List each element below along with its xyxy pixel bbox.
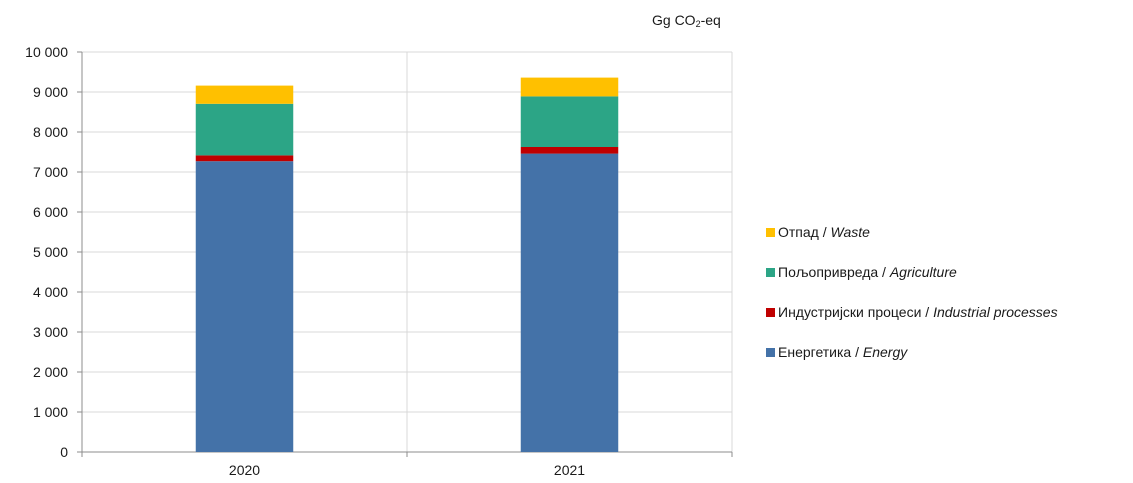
legend-label-local: Пољопривреда / [778,264,890,280]
legend-label: Енергетика / Energy [778,344,907,360]
legend-label-en: Agriculture [889,264,957,280]
y-tick-label: 2 000 [33,364,68,380]
bar-2020-series-2 [195,103,294,156]
bar-2020-series-3 [195,85,294,104]
legend-item: Индустријски процеси / Industrial proces… [766,292,1058,332]
legend-swatch [766,347,775,357]
legend-label: Пољопривреда / Agriculture [778,264,957,280]
legend-item: Отпад / Waste [766,212,1058,252]
legend-label-local: Отпад / [778,224,831,240]
y-tick-label: 3 000 [33,324,68,340]
legend-label: Отпад / Waste [778,224,870,240]
bar-2021-series-0 [520,153,619,452]
y-tick-label: 0 [60,444,68,460]
y-tick-label: 1 000 [33,404,68,420]
bar-2021-series-3 [520,77,619,97]
x-tick-label: 2020 [229,462,260,478]
y-tick-label: 8 000 [33,124,68,140]
y-tick-label: 10 000 [25,44,68,60]
legend-label-en: Industrial processes [933,304,1058,320]
y-tick-label: 7 000 [33,164,68,180]
legend-swatch [766,227,775,237]
bar-2021-series-2 [520,96,619,147]
chart-legend: Отпад / Waste Пољопривреда / Agriculture И… [766,212,1058,372]
legend-label-local: Енергетика / [778,344,863,360]
unit-label: Gg CO2-eq [652,12,721,29]
legend-swatch [766,307,775,317]
y-tick-label: 5 000 [33,244,68,260]
legend-label: Индустријски процеси / Industrial proces… [778,304,1058,320]
legend-label-en: Energy [862,344,908,360]
bar-2021-series-1 [520,147,619,154]
y-tick-label: 9 000 [33,84,68,100]
x-tick-label: 2021 [554,462,585,478]
legend-item: Енергетика / Energy [766,332,1058,372]
legend-label-local: Индустријски процеси / [778,304,934,320]
legend-swatch [766,267,775,277]
bar-2020-series-1 [195,155,294,162]
y-tick-label: 4 000 [33,284,68,300]
legend-item: Пољопривреда / Agriculture [766,252,1058,292]
bar-2020-series-0 [195,161,294,452]
legend-label-en: Waste [830,224,870,240]
y-tick-label: 6 000 [33,204,68,220]
